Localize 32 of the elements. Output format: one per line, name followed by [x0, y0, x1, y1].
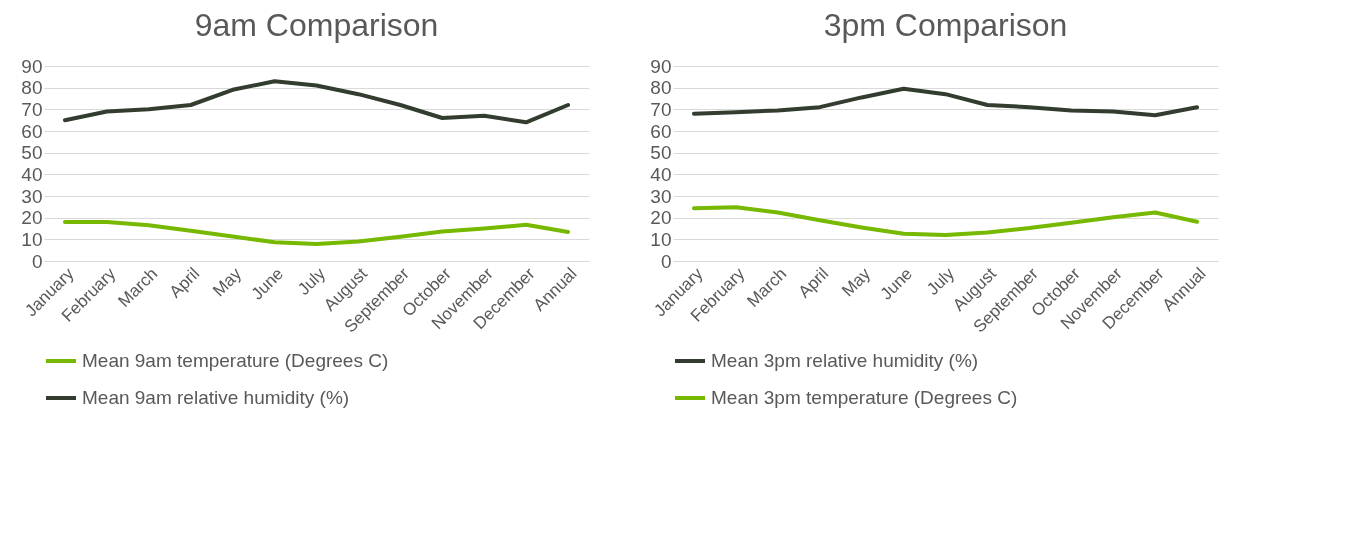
line-series: [62, 220, 571, 246]
y-tick-label: 90: [21, 55, 43, 77]
legend-label: Mean 3pm relative humidity (%): [711, 350, 979, 371]
y-tick-label: 20: [21, 207, 43, 229]
y-tick-label: 90: [650, 55, 672, 77]
y-tick-label: 60: [650, 120, 672, 142]
y-tick-label: 30: [650, 185, 672, 207]
y-tick-label: 20: [650, 207, 672, 229]
y-tick-label: 80: [650, 77, 672, 99]
x-tick-label: July: [294, 263, 330, 299]
line-series: [691, 86, 1200, 118]
line-series: [62, 79, 571, 125]
y-tick-label: 10: [21, 228, 43, 250]
y-tick-label: 70: [21, 98, 43, 120]
y-tick-label: 70: [650, 98, 672, 120]
y-tick-label: 50: [21, 142, 43, 164]
y-tick-label: 80: [21, 77, 43, 99]
y-tick-label: 30: [21, 185, 43, 207]
legend-label: Mean 3pm temperature (Degrees C): [711, 387, 1018, 408]
y-tick-label: 10: [650, 228, 672, 250]
x-tick-label: July: [923, 263, 959, 299]
legend-label: Mean 9am relative humidity (%): [82, 387, 350, 408]
chart-title: 9am Comparison: [194, 7, 439, 43]
line-series: [691, 205, 1200, 237]
y-tick-label: 40: [650, 163, 672, 185]
y-tick-label: 40: [21, 163, 43, 185]
y-tick-label: 0: [660, 250, 672, 272]
legend-label: Mean 9am temperature (Degrees C): [82, 350, 389, 371]
y-tick-label: 60: [21, 120, 43, 142]
y-tick-label: 50: [650, 142, 672, 164]
y-tick-label: 0: [31, 250, 43, 272]
chart-title: 3pm Comparison: [823, 7, 1068, 43]
